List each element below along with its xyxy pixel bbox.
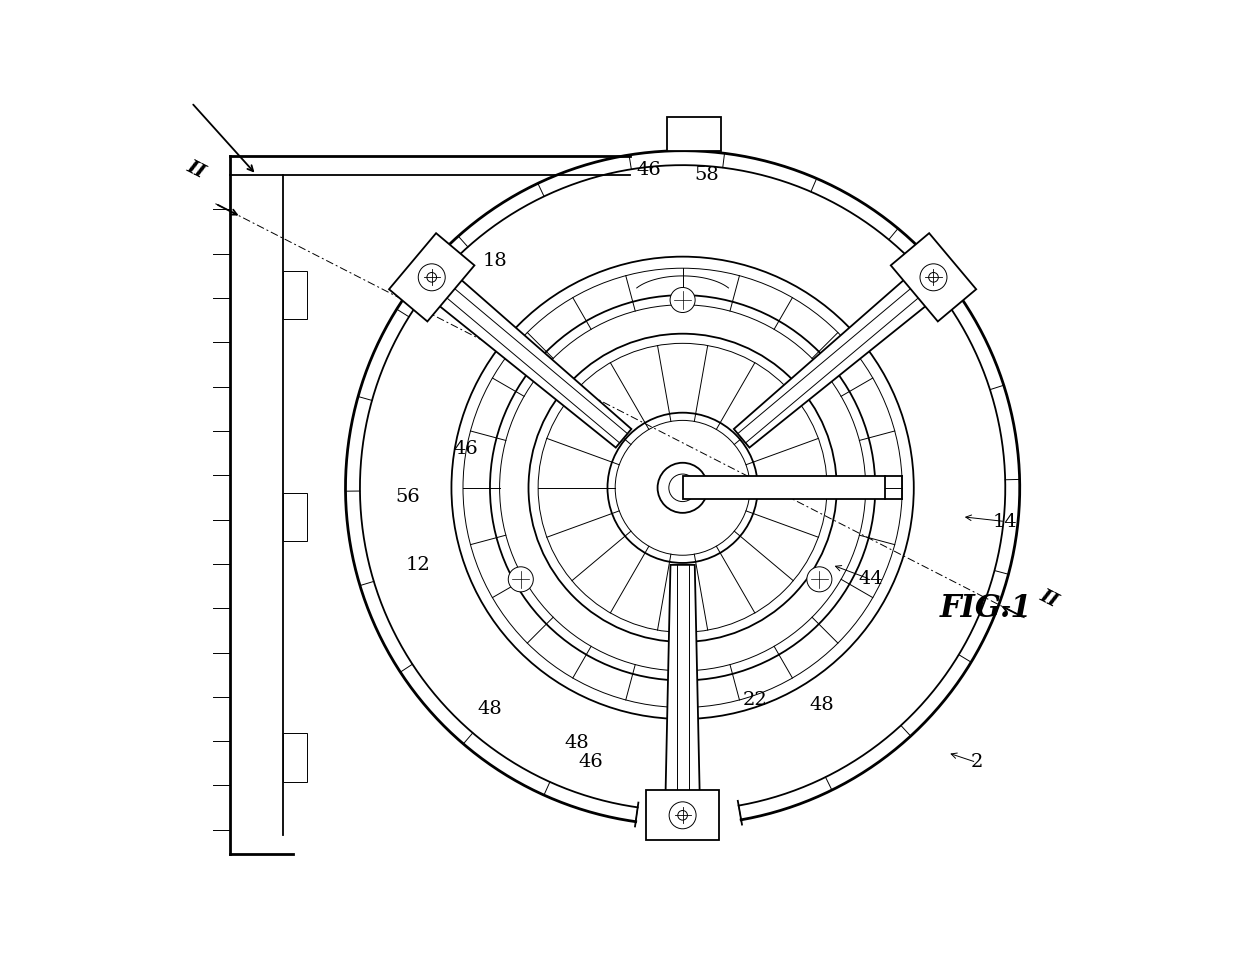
Bar — [682, 476, 885, 499]
Text: 18: 18 — [482, 252, 507, 270]
Text: II: II — [184, 157, 208, 183]
Bar — [283, 733, 308, 781]
Circle shape — [670, 288, 696, 313]
Text: 46: 46 — [636, 161, 661, 179]
Text: 46: 46 — [454, 440, 479, 458]
Polygon shape — [389, 233, 475, 322]
Polygon shape — [428, 270, 631, 447]
Circle shape — [929, 272, 939, 282]
Bar — [283, 493, 308, 541]
Circle shape — [427, 272, 436, 282]
Circle shape — [920, 264, 947, 291]
Text: 2: 2 — [970, 753, 982, 771]
Bar — [667, 117, 722, 151]
Text: 44: 44 — [858, 570, 883, 588]
Bar — [283, 271, 308, 319]
Text: FIG.1: FIG.1 — [940, 593, 1033, 624]
Circle shape — [418, 264, 445, 291]
Circle shape — [678, 810, 687, 820]
Polygon shape — [666, 565, 699, 806]
Circle shape — [807, 567, 832, 592]
Circle shape — [657, 463, 708, 513]
Polygon shape — [890, 233, 976, 322]
Text: 22: 22 — [743, 691, 768, 709]
Text: 12: 12 — [405, 555, 430, 574]
Text: 48: 48 — [810, 696, 835, 714]
Circle shape — [508, 567, 533, 592]
Text: 48: 48 — [564, 734, 589, 753]
Polygon shape — [734, 270, 937, 447]
Polygon shape — [646, 790, 719, 840]
Text: 14: 14 — [993, 513, 1018, 530]
Text: 58: 58 — [694, 166, 719, 184]
Text: 56: 56 — [396, 489, 420, 506]
Text: II: II — [1037, 586, 1061, 611]
Circle shape — [670, 802, 696, 829]
Text: 48: 48 — [477, 700, 502, 719]
Text: 46: 46 — [579, 753, 604, 771]
